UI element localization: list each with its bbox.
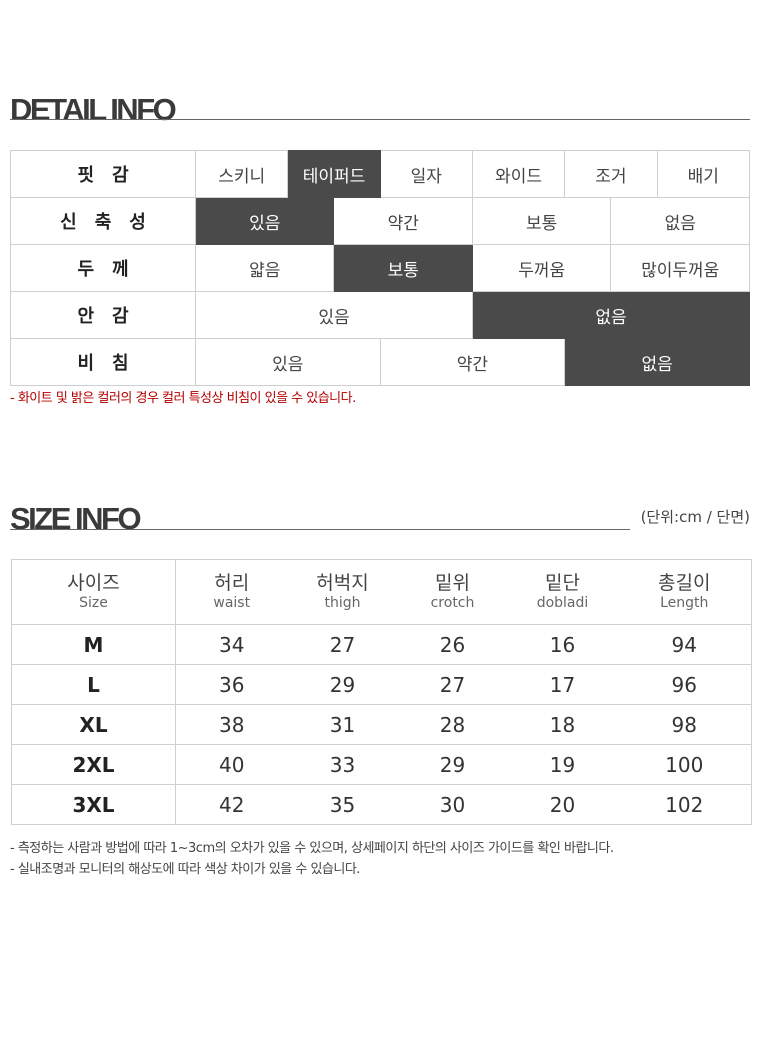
column-header-korean: 밑단 <box>545 571 580 594</box>
detail-row: 안감 있음 없음 <box>10 291 751 339</box>
column-header-korean: 허벅지 <box>316 571 369 594</box>
size-note-1: - 측정하는 사람과 방법에 따라 1~3cm의 오차가 있을 수 있으며, 상… <box>10 841 614 856</box>
detail-row: 핏감 스키니 테이퍼드 일자 와이드 조거 배기 <box>10 150 751 198</box>
size-notes: - 측정하는 사람과 방법에 따라 1~3cm의 오차가 있을 수 있으며, 상… <box>10 838 614 880</box>
measurement-cell: 16 <box>507 624 618 665</box>
detail-option-selected: 없음 <box>564 338 750 386</box>
column-header-korean: 총길이 <box>658 571 711 594</box>
measurement-cell: 30 <box>397 784 508 825</box>
detail-option: 조거 <box>564 150 658 198</box>
size-row: M 34 27 26 16 94 <box>11 624 752 665</box>
measurement-cell: 26 <box>397 624 508 665</box>
size-name-cell: 3XL <box>11 784 176 825</box>
size-column-header: 밑단 dobladi <box>507 559 618 625</box>
detail-row: 신축성 있음 약간 보통 없음 <box>10 197 750 245</box>
size-note-2: - 실내조명과 모니터의 해상도에 따라 색상 차이가 있을 수 있습니다. <box>10 862 360 877</box>
detail-row-label: 안감 <box>10 291 196 339</box>
measurement-cell: 36 <box>175 664 288 705</box>
measurement-cell: 98 <box>617 704 752 745</box>
detail-option: 스키니 <box>194 150 289 198</box>
detail-info-title: DETAIL INFO <box>10 92 177 127</box>
detail-row: 두께 얇음 보통 두꺼움 많이두꺼움 <box>10 244 750 292</box>
detail-row-label: 두께 <box>10 244 196 292</box>
detail-option: 없음 <box>610 197 750 245</box>
measurement-cell: 96 <box>617 664 752 705</box>
detail-option: 약간 <box>379 338 566 386</box>
column-header-korean: 밑위 <box>435 571 470 594</box>
detail-info-table: 핏감 스키니 테이퍼드 일자 와이드 조거 배기 신축성 있음 약간 보통 없음 두께 얇음 보통 두꺼움 많이… <box>10 150 751 386</box>
measurement-cell: 17 <box>507 664 618 705</box>
measurement-cell: 28 <box>397 704 508 745</box>
measurement-cell: 18 <box>507 704 618 745</box>
column-header-korean: 사이즈 <box>67 571 120 594</box>
size-column-header: 허벅지 thigh <box>287 559 398 625</box>
sheerness-note: - 화이트 및 밝은 컬러의 경우 컬러 특성상 비침이 있을 수 있습니다. <box>10 391 356 406</box>
column-header-english: crotch <box>430 594 475 611</box>
size-name-cell: XL <box>11 704 176 745</box>
size-column-header: 사이즈 Size <box>11 559 176 625</box>
detail-option: 약간 <box>333 197 473 245</box>
detail-option: 있음 <box>195 338 381 386</box>
detail-option-selected: 있음 <box>194 197 335 245</box>
detail-option-selected: 없음 <box>471 291 751 339</box>
size-name-cell: 2XL <box>11 744 176 785</box>
detail-row-label: 신축성 <box>10 197 196 245</box>
column-header-english: dobladi <box>536 594 589 611</box>
measurement-cell: 94 <box>617 624 752 665</box>
measurement-cell: 19 <box>507 744 618 785</box>
size-info-title: SIZE INFO <box>10 501 142 536</box>
detail-row: 비침 있음 약간 없음 <box>10 338 750 386</box>
measurement-cell: 33 <box>287 744 398 785</box>
detail-option: 배기 <box>656 150 751 198</box>
measurement-cell: 29 <box>287 664 398 705</box>
size-header-row: 사이즈 Size 허리 waist 허벅지 thigh 밑위 crotch 밑단 dobladi 총… <box>11 559 752 625</box>
measurement-cell: 20 <box>507 784 618 825</box>
size-row: 2XL 40 33 29 19 100 <box>11 744 752 785</box>
detail-option: 많이두꺼움 <box>610 244 750 292</box>
detail-option: 얇음 <box>194 244 335 292</box>
size-column-header: 총길이 Length <box>617 559 752 625</box>
measurement-cell: 27 <box>397 664 508 705</box>
detail-option: 두꺼움 <box>471 244 612 292</box>
detail-option: 있음 <box>195 291 473 339</box>
measurement-cell: 29 <box>397 744 508 785</box>
size-name-cell: M <box>11 624 176 665</box>
detail-row-label: 핏감 <box>10 150 196 198</box>
measurement-cell: 102 <box>617 784 752 825</box>
column-header-korean: 허리 <box>214 571 250 594</box>
detail-option: 와이드 <box>471 150 566 198</box>
measurement-cell: 100 <box>617 744 752 785</box>
detail-option-selected: 보통 <box>333 244 473 292</box>
measurement-cell: 27 <box>287 624 398 665</box>
measurement-cell: 34 <box>175 624 288 665</box>
size-name-cell: L <box>11 664 176 705</box>
size-row: L 36 29 27 17 96 <box>11 664 752 705</box>
size-info-table: 사이즈 Size 허리 waist 허벅지 thigh 밑위 crotch 밑단 dobladi 총… <box>11 559 752 825</box>
column-header-english: Length <box>660 594 709 611</box>
detail-title-rule <box>10 119 750 120</box>
measurement-cell: 31 <box>287 704 398 745</box>
detail-option: 일자 <box>379 150 473 198</box>
measurement-cell: 40 <box>175 744 288 785</box>
column-header-english: thigh <box>324 594 361 611</box>
size-title-rule <box>10 529 630 530</box>
size-row: XL 38 31 28 18 98 <box>11 704 752 745</box>
measurement-cell: 38 <box>175 704 288 745</box>
detail-option-selected: 테이퍼드 <box>287 150 381 198</box>
size-row: 3XL 42 35 30 20 102 <box>11 784 752 825</box>
column-header-english: waist <box>213 594 251 611</box>
size-column-header: 밑위 crotch <box>397 559 508 625</box>
unit-label: (단위:cm / 단면) <box>640 508 750 526</box>
detail-option: 보통 <box>471 197 612 245</box>
column-header-english: Size <box>79 594 108 611</box>
measurement-cell: 35 <box>287 784 398 825</box>
detail-row-label: 비침 <box>10 338 196 386</box>
measurement-cell: 42 <box>175 784 288 825</box>
size-column-header: 허리 waist <box>175 559 288 625</box>
